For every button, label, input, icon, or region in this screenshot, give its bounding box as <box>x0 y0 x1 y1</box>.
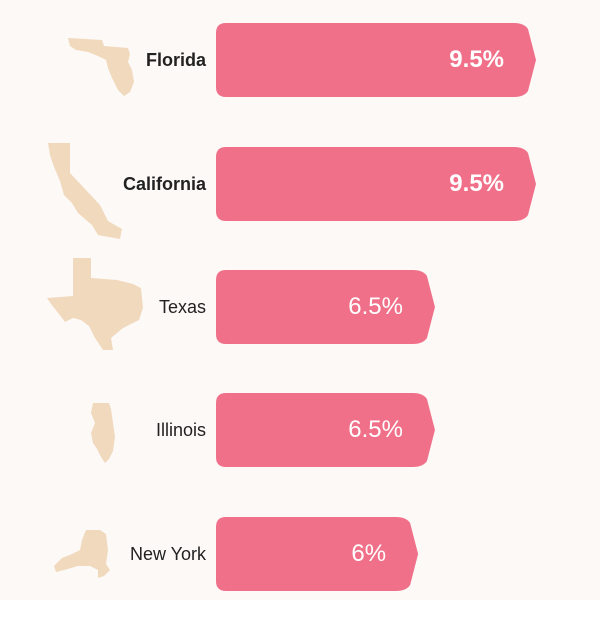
chart-container: Florida 9.5% California 9.5% Texas 6.5% Illino… <box>47 23 536 591</box>
illinois-outline-icon <box>91 403 115 463</box>
bar-florida <box>216 23 536 97</box>
bar-new-york <box>216 517 419 591</box>
bar-chart <box>47 23 536 591</box>
category-label: Illinois <box>155 420 206 440</box>
value-label: 9.5% <box>449 170 504 197</box>
category-label: New York <box>129 544 206 564</box>
category-label: Florida <box>145 50 206 70</box>
california-outline-icon <box>48 143 122 239</box>
value-label: 6% <box>351 540 387 567</box>
value-label: 6.5% <box>348 293 403 320</box>
value-label: 9.5% <box>449 46 504 73</box>
texas-outline-icon <box>47 258 143 350</box>
value-label: 6.5% <box>348 416 403 443</box>
new-york-outline-icon <box>54 530 110 578</box>
florida-outline-icon <box>68 38 134 96</box>
bar-texas <box>216 270 435 344</box>
category-label: California <box>122 174 206 194</box>
bar-illinois <box>216 393 435 467</box>
bar-california <box>216 147 536 221</box>
category-label: Texas <box>158 297 206 317</box>
